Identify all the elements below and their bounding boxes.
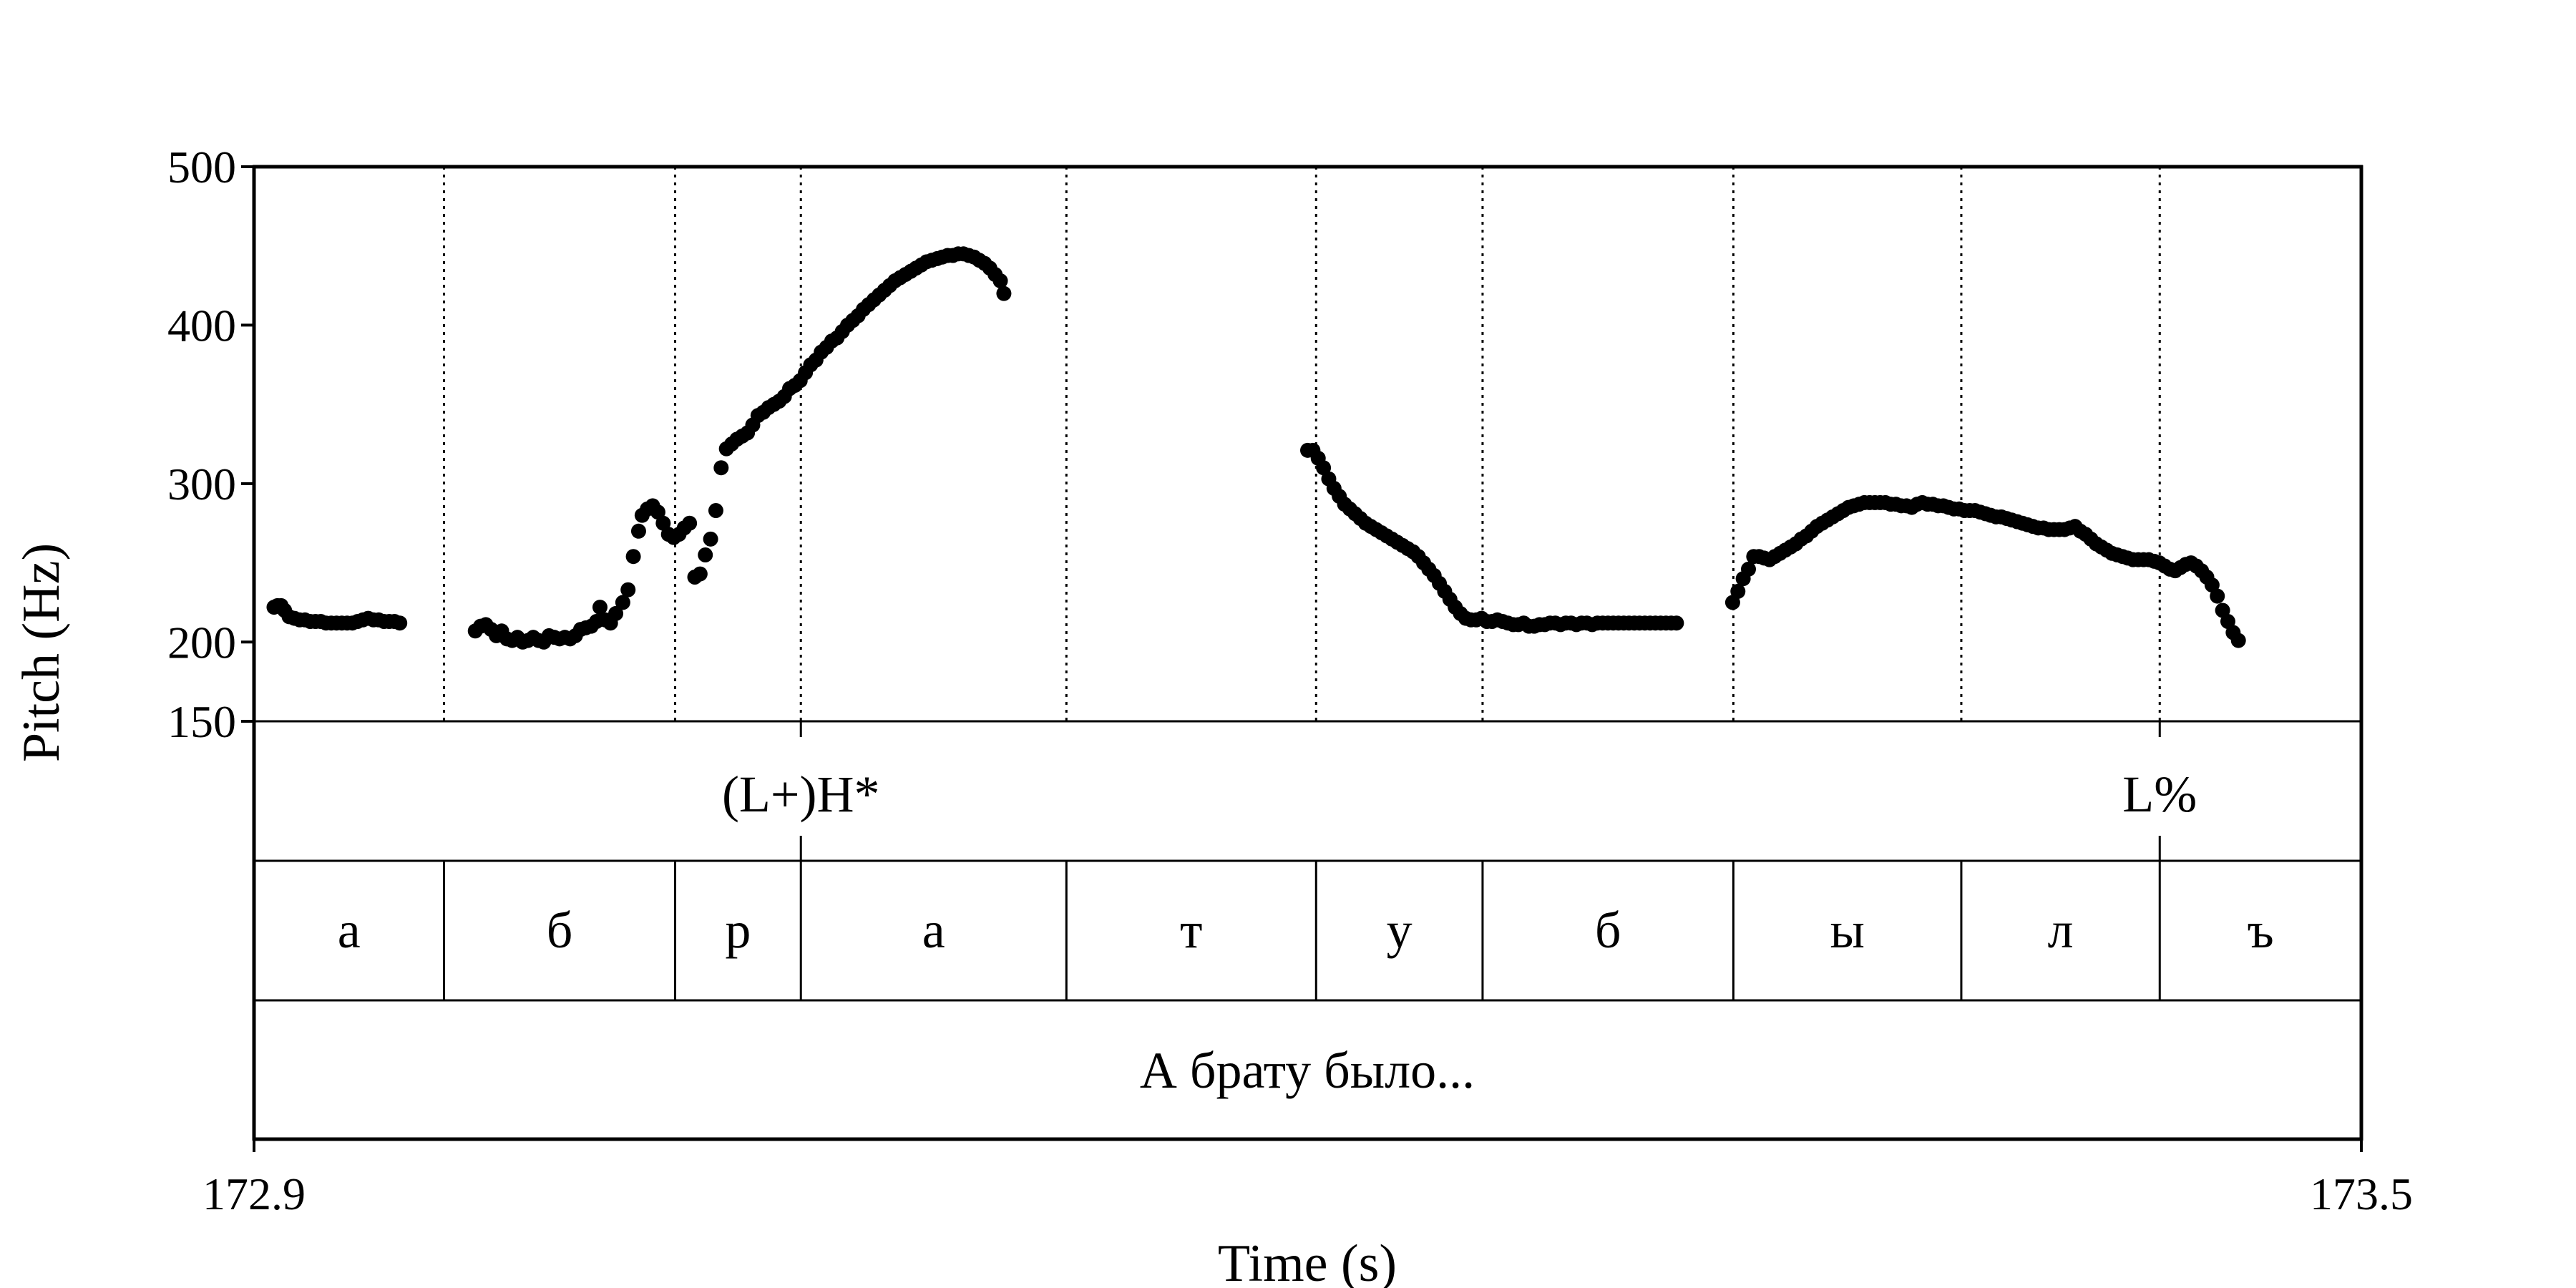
y-axis-ticks: 150 200 300 400 500 (167, 142, 254, 747)
pitch-point (692, 566, 708, 582)
pitch-point (1730, 583, 1746, 599)
pitch-point (708, 503, 723, 518)
pitch-point (2210, 588, 2225, 604)
pitch-point (682, 515, 698, 531)
pitch-point (608, 605, 624, 621)
segment-label: б (1595, 902, 1621, 959)
pitch-point (620, 582, 636, 597)
pitch-point (1740, 561, 1756, 577)
segment-label: т (1180, 902, 1202, 959)
y-tick-label: 200 (167, 617, 236, 668)
pitch-points (266, 246, 2246, 650)
word-tier: А брату было... (253, 999, 2363, 1141)
utterance-label: А брату было... (1140, 1042, 1475, 1099)
pitch-point (392, 615, 408, 631)
tone-label: (L+)H* (722, 766, 880, 823)
pitch-point (996, 286, 1012, 301)
pitch-point (713, 460, 729, 476)
segment-label: б (547, 902, 573, 959)
x-axis: 172.9 173.5 Time (s) (203, 1139, 2413, 1288)
segment-label: а (922, 902, 945, 959)
x-tick-label-end: 173.5 (2310, 1169, 2413, 1219)
pitch-point (615, 595, 630, 610)
pitch-point (630, 523, 646, 539)
segment-label: у (1387, 902, 1413, 959)
pitch-point (698, 547, 713, 562)
x-tick-label-start: 172.9 (203, 1169, 306, 1219)
y-tick-label: 400 (167, 300, 236, 351)
tone-tier: (L+)H* L% (253, 720, 2363, 861)
x-axis-title: Time (s) (1218, 1234, 1397, 1288)
segment-label: а (338, 902, 361, 959)
pitch-point (592, 600, 608, 615)
tone-label: L% (2122, 766, 2197, 823)
pitch-point (625, 549, 641, 565)
segment-label: л (2048, 902, 2074, 959)
y-tick-label: 150 (167, 696, 236, 747)
y-tick-label: 500 (167, 142, 236, 192)
y-axis-title: Pitch (Hz) (12, 543, 71, 762)
segment-label: ъ (2248, 902, 2274, 959)
y-tick-label: 300 (167, 459, 236, 509)
pitch-point (2230, 633, 2246, 648)
pitch-point (703, 531, 718, 547)
segment-label: ы (1830, 902, 1864, 959)
pitch-point (1669, 615, 1684, 631)
pitch-point (992, 273, 1008, 288)
pitch-panel: 150 200 300 400 500 (167, 142, 2363, 747)
segment-label: р (725, 902, 751, 959)
